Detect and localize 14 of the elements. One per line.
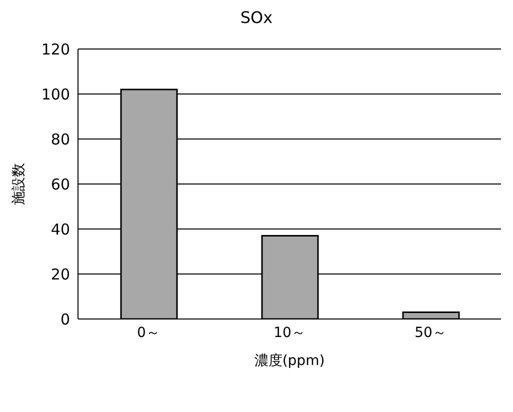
x-tick-label: 50～: [414, 324, 446, 341]
y-tick-label: 100: [41, 85, 70, 104]
y-tick-label: 120: [41, 40, 70, 58]
bar: [402, 312, 460, 319]
y-tick-label: 80: [50, 130, 70, 148]
y-axis-title: 施設数: [10, 163, 27, 205]
x-tick-label: 10～: [274, 324, 306, 341]
y-tick-label: 0: [60, 310, 70, 328]
x-axis-title: 濃度(ppm): [254, 353, 325, 369]
y-tick-label: 40: [50, 220, 70, 238]
chart-title: SOx: [239, 8, 274, 27]
y-tick-label: 60: [50, 175, 70, 194]
y-tick-label: 20: [50, 265, 70, 284]
x-tick-label: 0～: [137, 324, 160, 341]
